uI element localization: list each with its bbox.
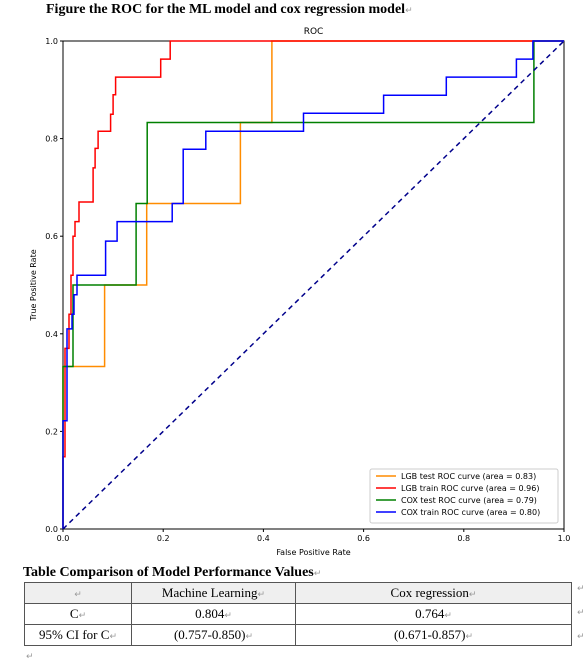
figure-caption: Figure the ROC for the ML model and cox … — [46, 2, 413, 17]
roc-chart: ROC 0.0 0.2 0.4 0.6 0.8 1.0 0.0 0.2 0.4 0.6 0.8 1.0 F… — [29, 27, 571, 557]
legend: LGB test ROC curve (area = 0.83) LGB trai… — [369, 468, 559, 524]
table-cell: 0.764↵ — [295, 603, 572, 625]
table-header-cell: Cox regression↵ — [295, 582, 572, 604]
chart-title: ROC — [304, 27, 324, 37]
table-header-row: ↵ Machine Learning↵ Cox regression↵ — [24, 582, 572, 604]
table-header-cell: ↵ — [24, 582, 132, 604]
legend-entry: LGB train ROC curve (area = 0.96) — [401, 484, 539, 493]
x-tick-label: 1.0 — [558, 534, 571, 543]
table-cell: (0.757-0.850)↵ — [131, 624, 296, 646]
x-tick-label: 0.8 — [457, 534, 470, 543]
y-tick-label: 0.4 — [45, 330, 58, 339]
table-cell: C↵ — [24, 603, 132, 625]
y-tick-label: 0.2 — [45, 427, 58, 436]
y-tick-label: 0.0 — [45, 525, 58, 534]
table-row: 95% CI for C↵ (0.757-0.850)↵ (0.671-0.85… — [24, 624, 572, 646]
row-end-mark: ↵ — [577, 584, 585, 594]
legend-entry: COX train ROC curve (area = 0.80) — [401, 508, 540, 517]
paragraph-mark: ↵ — [313, 569, 322, 579]
y-axis-label: True Positive Rate — [29, 249, 38, 321]
x-axis-label: False Positive Rate — [276, 548, 350, 557]
roc-curve — [62, 40, 564, 529]
table-row: C↵ 0.804↵ 0.764↵ — [24, 603, 572, 625]
table-caption: Table Comparison of Model Performance Va… — [23, 565, 322, 580]
x-tick-label: 0.6 — [357, 534, 370, 543]
legend-entry: COX test ROC curve (area = 0.79) — [401, 496, 537, 505]
table-cell: 95% CI for C↵ — [24, 624, 132, 646]
x-tick-label: 0.4 — [257, 534, 270, 543]
table-header-cell: Machine Learning↵ — [131, 582, 296, 604]
y-tick-label: 0.6 — [45, 232, 58, 241]
row-end-mark: ↵ — [577, 632, 585, 642]
table-cell: (0.671-0.857)↵ — [295, 624, 572, 646]
x-tick-label: 0.0 — [57, 534, 70, 543]
paragraph-mark: ↵ — [405, 6, 413, 16]
roc-curve — [62, 40, 564, 529]
table-cell: 0.804↵ — [131, 603, 296, 625]
roc-curve — [62, 40, 564, 529]
x-tick-label: 0.2 — [157, 534, 170, 543]
paragraph-mark: ↵ — [26, 652, 34, 662]
y-tick-label: 0.8 — [45, 135, 58, 144]
legend-entry: LGB test ROC curve (area = 0.83) — [401, 472, 536, 481]
row-end-mark: ↵ — [577, 608, 585, 618]
legend-box — [369, 468, 559, 524]
performance-table: ↵ Machine Learning↵ Cox regression↵ C↵ 0… — [24, 582, 572, 646]
y-tick-label: 1.0 — [45, 37, 58, 46]
